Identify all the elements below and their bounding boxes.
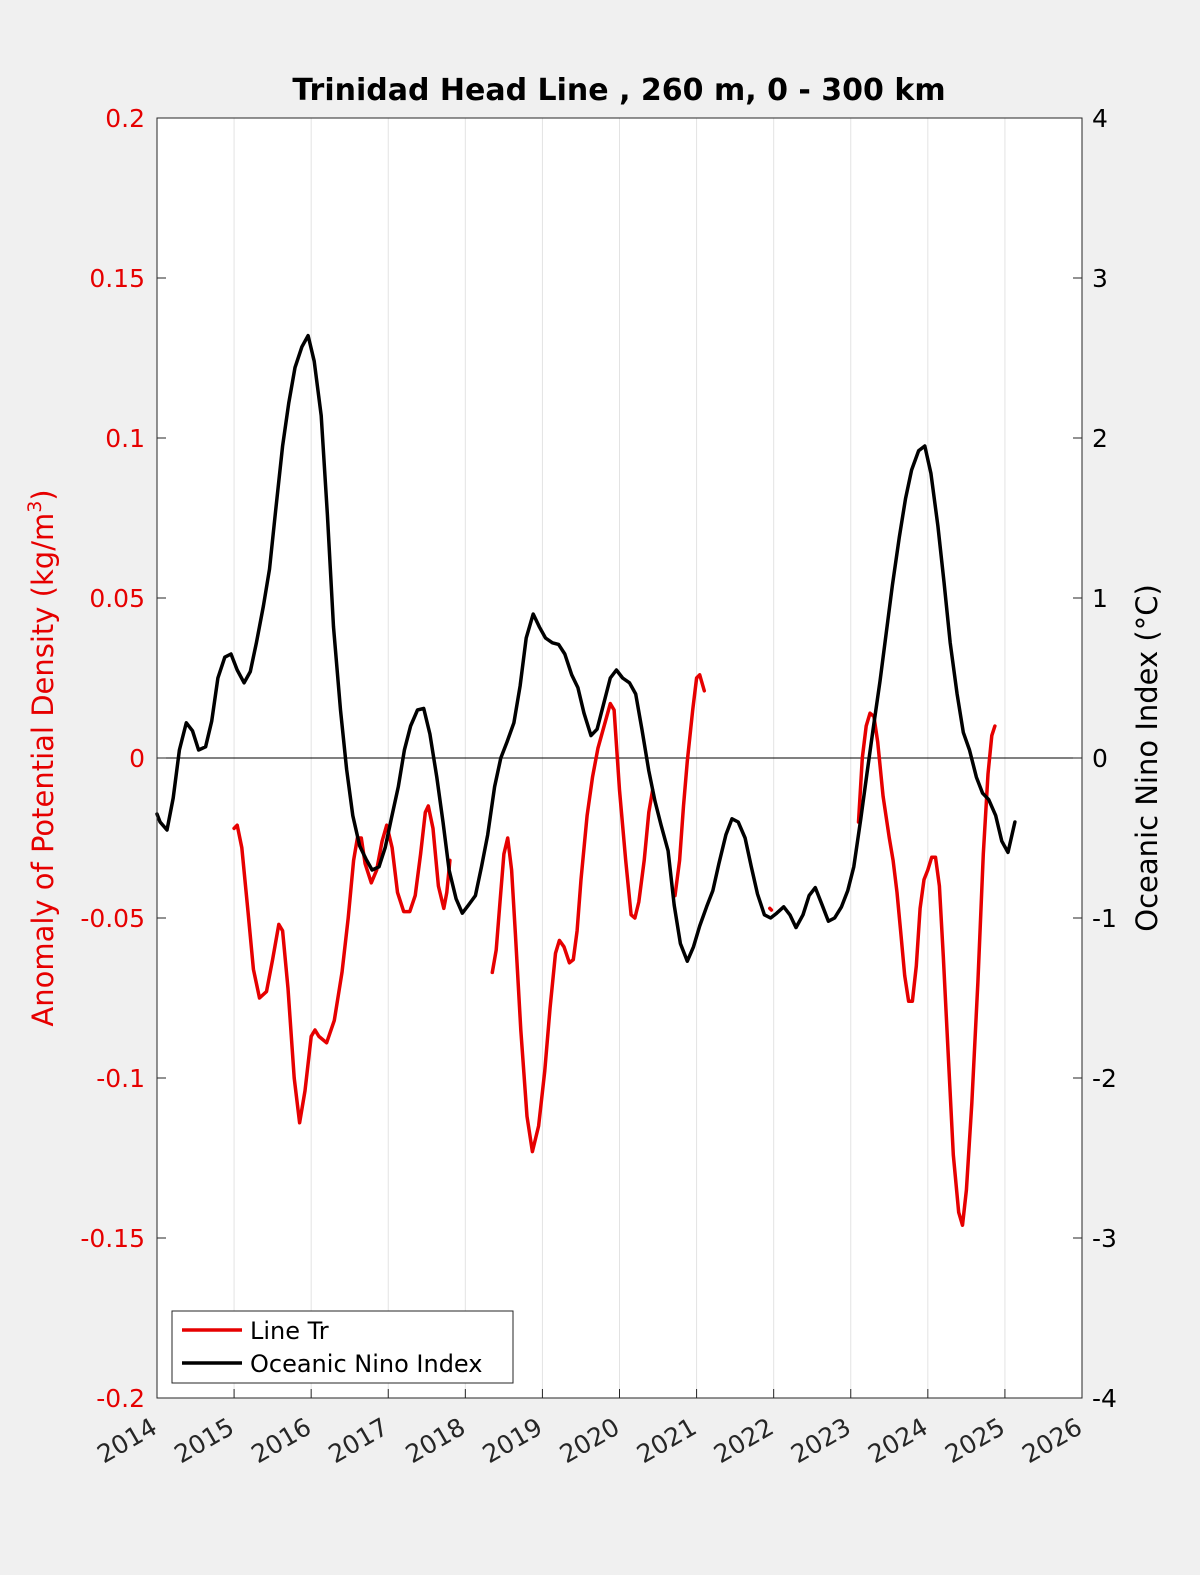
legend-box xyxy=(171,1310,514,1384)
y-right-tick-label: 1 xyxy=(1092,584,1108,613)
y-axis-left-title-main: Anomaly of Potential Density (kg/m xyxy=(26,513,60,1027)
y-left-tick-label: 0.05 xyxy=(89,584,145,613)
y-right-tick-label: -4 xyxy=(1092,1384,1117,1413)
y-left-tick-label: 0.2 xyxy=(105,104,145,133)
y-right-tick-label: 2 xyxy=(1092,424,1108,453)
y-axis-left-title-superscript: 3 xyxy=(24,501,46,513)
y-left-tick-label: 0.15 xyxy=(89,264,145,293)
ticks-layer xyxy=(156,117,1083,1399)
line-tr-series xyxy=(856,711,997,1227)
line-tr-series xyxy=(490,701,655,1154)
y-right-tick-label: -2 xyxy=(1092,1064,1117,1093)
y-right-tick-label: -3 xyxy=(1092,1224,1117,1253)
y-left-tick-label: -0.05 xyxy=(80,904,145,933)
series-layer xyxy=(155,333,1017,1227)
line-tr-series xyxy=(232,804,452,1125)
line-tr-series xyxy=(673,673,707,898)
y-right-tick-label: 0 xyxy=(1092,744,1108,773)
y-right-tick-label: 3 xyxy=(1092,264,1108,293)
y-left-tick-label: -0.2 xyxy=(96,1384,145,1413)
y-right-tick-label: 4 xyxy=(1092,104,1108,133)
y-axis-left-title: Anomaly of Potential Density (kg/m3) xyxy=(24,489,60,1026)
y-left-tick-label: 0 xyxy=(129,744,145,773)
y-left-tick-label: -0.15 xyxy=(80,1224,145,1253)
oni-series xyxy=(155,333,1017,963)
legend-oni-label: Oceanic Nino Index xyxy=(250,1350,482,1378)
y-axis-left-title-close: ) xyxy=(26,489,60,500)
y-left-tick-label: 0.1 xyxy=(105,424,145,453)
line-tr-series xyxy=(768,906,774,912)
legend: Line Tr Oceanic Nino Index xyxy=(171,1310,514,1384)
chart-title: Trinidad Head Line , 260 m, 0 - 300 km xyxy=(292,73,945,108)
y-axis-right-title: Oceanic Nino Index (°C) xyxy=(1130,584,1164,932)
legend-line-tr-label: Line Tr xyxy=(250,1317,329,1345)
y-left-tick-label: -0.1 xyxy=(96,1064,145,1093)
y-right-tick-label: -1 xyxy=(1092,904,1117,933)
